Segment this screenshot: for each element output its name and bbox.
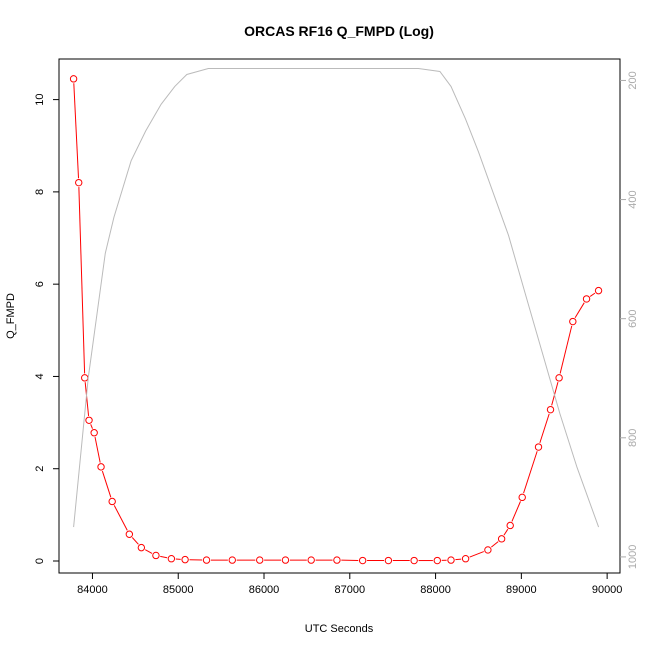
series-0-point — [484, 546, 492, 554]
series-0-point — [181, 555, 189, 564]
y2-tick-label: 400 — [627, 190, 639, 208]
series-0-point — [85, 416, 93, 424]
series-0-point — [281, 556, 290, 564]
series-0-point — [97, 463, 105, 471]
x-tick-label: 86000 — [249, 584, 280, 596]
series-0-point — [447, 556, 455, 564]
y2-tick-label: 200 — [627, 71, 639, 89]
series-0-point — [307, 556, 315, 564]
series-0-point — [108, 497, 116, 506]
x-tick-label: 90000 — [592, 584, 623, 596]
series-0-point — [582, 295, 591, 303]
x-tick-label: 87000 — [334, 584, 365, 596]
series-0-point — [167, 554, 176, 563]
y-tick-label: 4 — [34, 373, 46, 379]
x-axis-label: UTC Seconds — [305, 623, 374, 635]
series-0-point — [518, 493, 526, 502]
series-0-point — [125, 530, 134, 538]
series-0-segment — [503, 528, 509, 536]
series-0-point — [569, 317, 577, 326]
x-tick-label: 88000 — [420, 584, 451, 596]
series-0-point — [534, 443, 543, 451]
series-0-point — [333, 556, 341, 564]
y-axis: 0 2 4 6 8 10 — [34, 93, 59, 564]
series-0-point — [228, 556, 236, 564]
series-0-segment — [551, 381, 559, 406]
plot-area — [69, 68, 603, 565]
series-0-point — [497, 535, 506, 543]
series-0-segment — [523, 451, 538, 494]
series-0-segment — [511, 501, 521, 522]
secondary-y-axis: 200 400 600 800 1000 — [620, 71, 639, 569]
series-0-point — [256, 556, 264, 564]
series-0-segment — [491, 541, 499, 548]
series-0-point — [69, 75, 78, 83]
series-0-point — [433, 556, 441, 565]
series-0-segment — [589, 292, 596, 297]
series-0-segment — [559, 325, 573, 374]
series-0-point — [358, 556, 367, 565]
series-0-segment — [78, 187, 86, 374]
chart-title: ORCAS RF16 Q_FMPD (Log) — [244, 23, 434, 39]
series-0-segment — [455, 558, 462, 561]
series-0-point — [90, 429, 98, 437]
x-tick-label: 85000 — [163, 584, 194, 596]
y-tick-label: 6 — [34, 281, 46, 287]
series-0-segment — [101, 470, 112, 498]
x-tick-label: 84000 — [77, 584, 108, 596]
y-tick-label: 0 — [34, 558, 46, 564]
series-0-segment — [144, 549, 153, 554]
y2-tick-label: 1000 — [627, 545, 639, 569]
series-0-point — [152, 551, 160, 560]
series-0-segment — [469, 551, 484, 558]
series-0-segment — [113, 505, 128, 531]
series-0-segment — [574, 302, 585, 319]
series-0-segment — [94, 436, 101, 463]
y2-tick-label: 800 — [627, 429, 639, 447]
series-0-segment — [84, 382, 90, 416]
series-0-point — [594, 286, 603, 295]
y-tick-label: 8 — [34, 189, 46, 195]
series-0-segment — [160, 555, 168, 559]
series-0-point — [75, 178, 83, 187]
series-0-point — [81, 374, 89, 382]
y-tick-label: 10 — [34, 93, 46, 105]
series-0-point — [461, 554, 470, 563]
series-1-line — [73, 68, 600, 528]
y2-tick-label: 600 — [627, 310, 639, 328]
series-0-point — [202, 556, 211, 564]
series-0-point — [546, 405, 555, 414]
x-tick-label: 89000 — [506, 584, 537, 596]
plot-frame — [58, 58, 621, 574]
series-0-segment — [73, 83, 80, 179]
series-0-point — [410, 556, 418, 565]
y-axis-label: Q_FMPD — [5, 293, 17, 339]
series-0-segment — [90, 424, 93, 429]
x-axis: 84000 85000 86000 87000 88000 89000 90000 — [77, 573, 622, 596]
series-0-point — [384, 556, 393, 565]
series-0-segment — [131, 537, 139, 545]
series-0-point — [506, 521, 514, 530]
series-0-point — [555, 374, 563, 382]
series-0-segment — [539, 413, 550, 444]
y-tick-label: 2 — [34, 466, 46, 472]
series-0-point — [137, 543, 146, 552]
